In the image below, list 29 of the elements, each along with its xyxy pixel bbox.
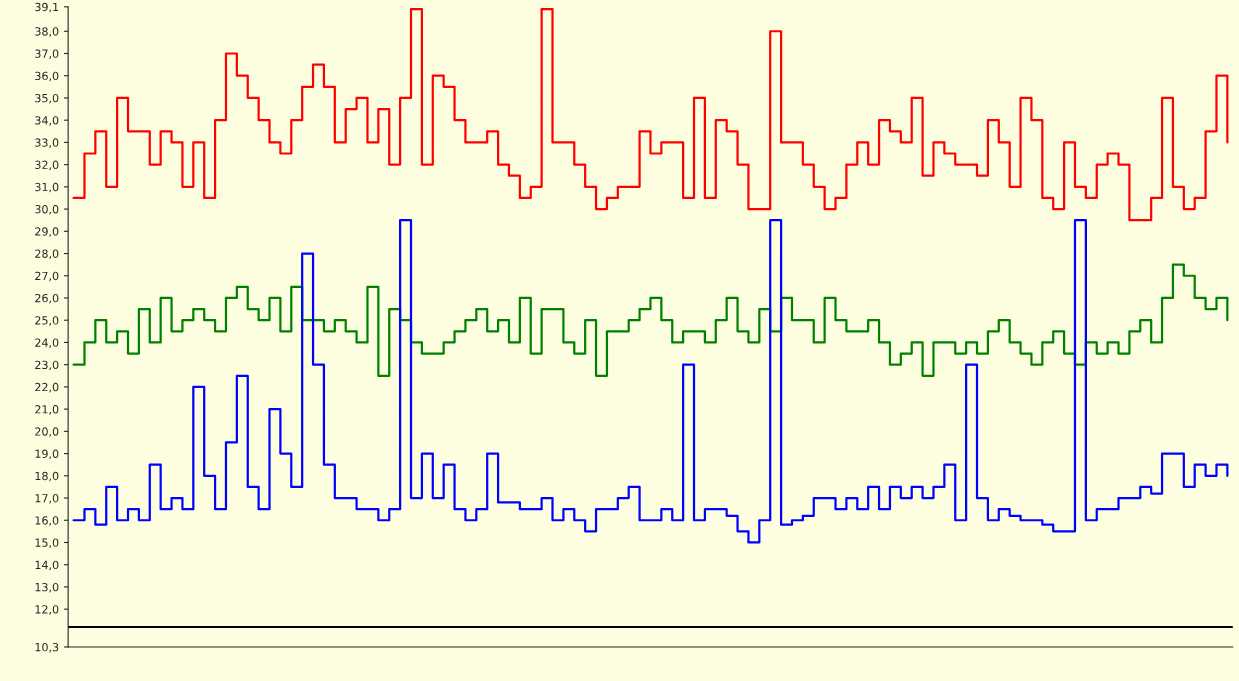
- y-tick-label: 31,0: [35, 182, 59, 193]
- y-tick-label: 30,0: [35, 205, 59, 215]
- y-tick-label: 38,0: [35, 27, 59, 37]
- y-tick-label: 23,0: [35, 360, 59, 371]
- y-tick-label: 39,1: [35, 2, 59, 13]
- y-tick-label: 17,0: [35, 494, 59, 504]
- y-tick-label: 29,0: [35, 227, 59, 237]
- y-tick-label: 18,0: [35, 471, 59, 482]
- y-tick-label: 21,0: [35, 405, 59, 415]
- y-tick-label: 19,0: [35, 449, 59, 460]
- y-tick-label: 36,0: [35, 71, 59, 82]
- y-tick-label: 14,0: [35, 560, 59, 571]
- y-tick-label: 22,0: [35, 382, 59, 393]
- y-tick-label: 33,0: [35, 138, 59, 148]
- y-tick-label: 25,0: [35, 316, 59, 326]
- y-tick-label: 20,0: [35, 427, 59, 437]
- y-tick-label: 24,0: [35, 338, 59, 348]
- y-tick-label: 15,0: [35, 538, 59, 548]
- y-tick-label: 12,0: [35, 605, 59, 615]
- y-tick-label: 34,0: [35, 116, 59, 126]
- y-tick-label: 10,3: [35, 642, 59, 653]
- y-tick-label: 35,0: [35, 93, 59, 104]
- y-tick-label: 16,0: [35, 516, 59, 526]
- y-tick-label: 26,0: [35, 293, 59, 304]
- y-tick-label: 28,0: [35, 249, 59, 260]
- y-tick-label: 13,0: [35, 582, 59, 593]
- y-tick-label: 32,0: [35, 160, 59, 171]
- y-tick-label: 37,0: [35, 49, 59, 59]
- y-tick-label: 27,0: [35, 271, 59, 282]
